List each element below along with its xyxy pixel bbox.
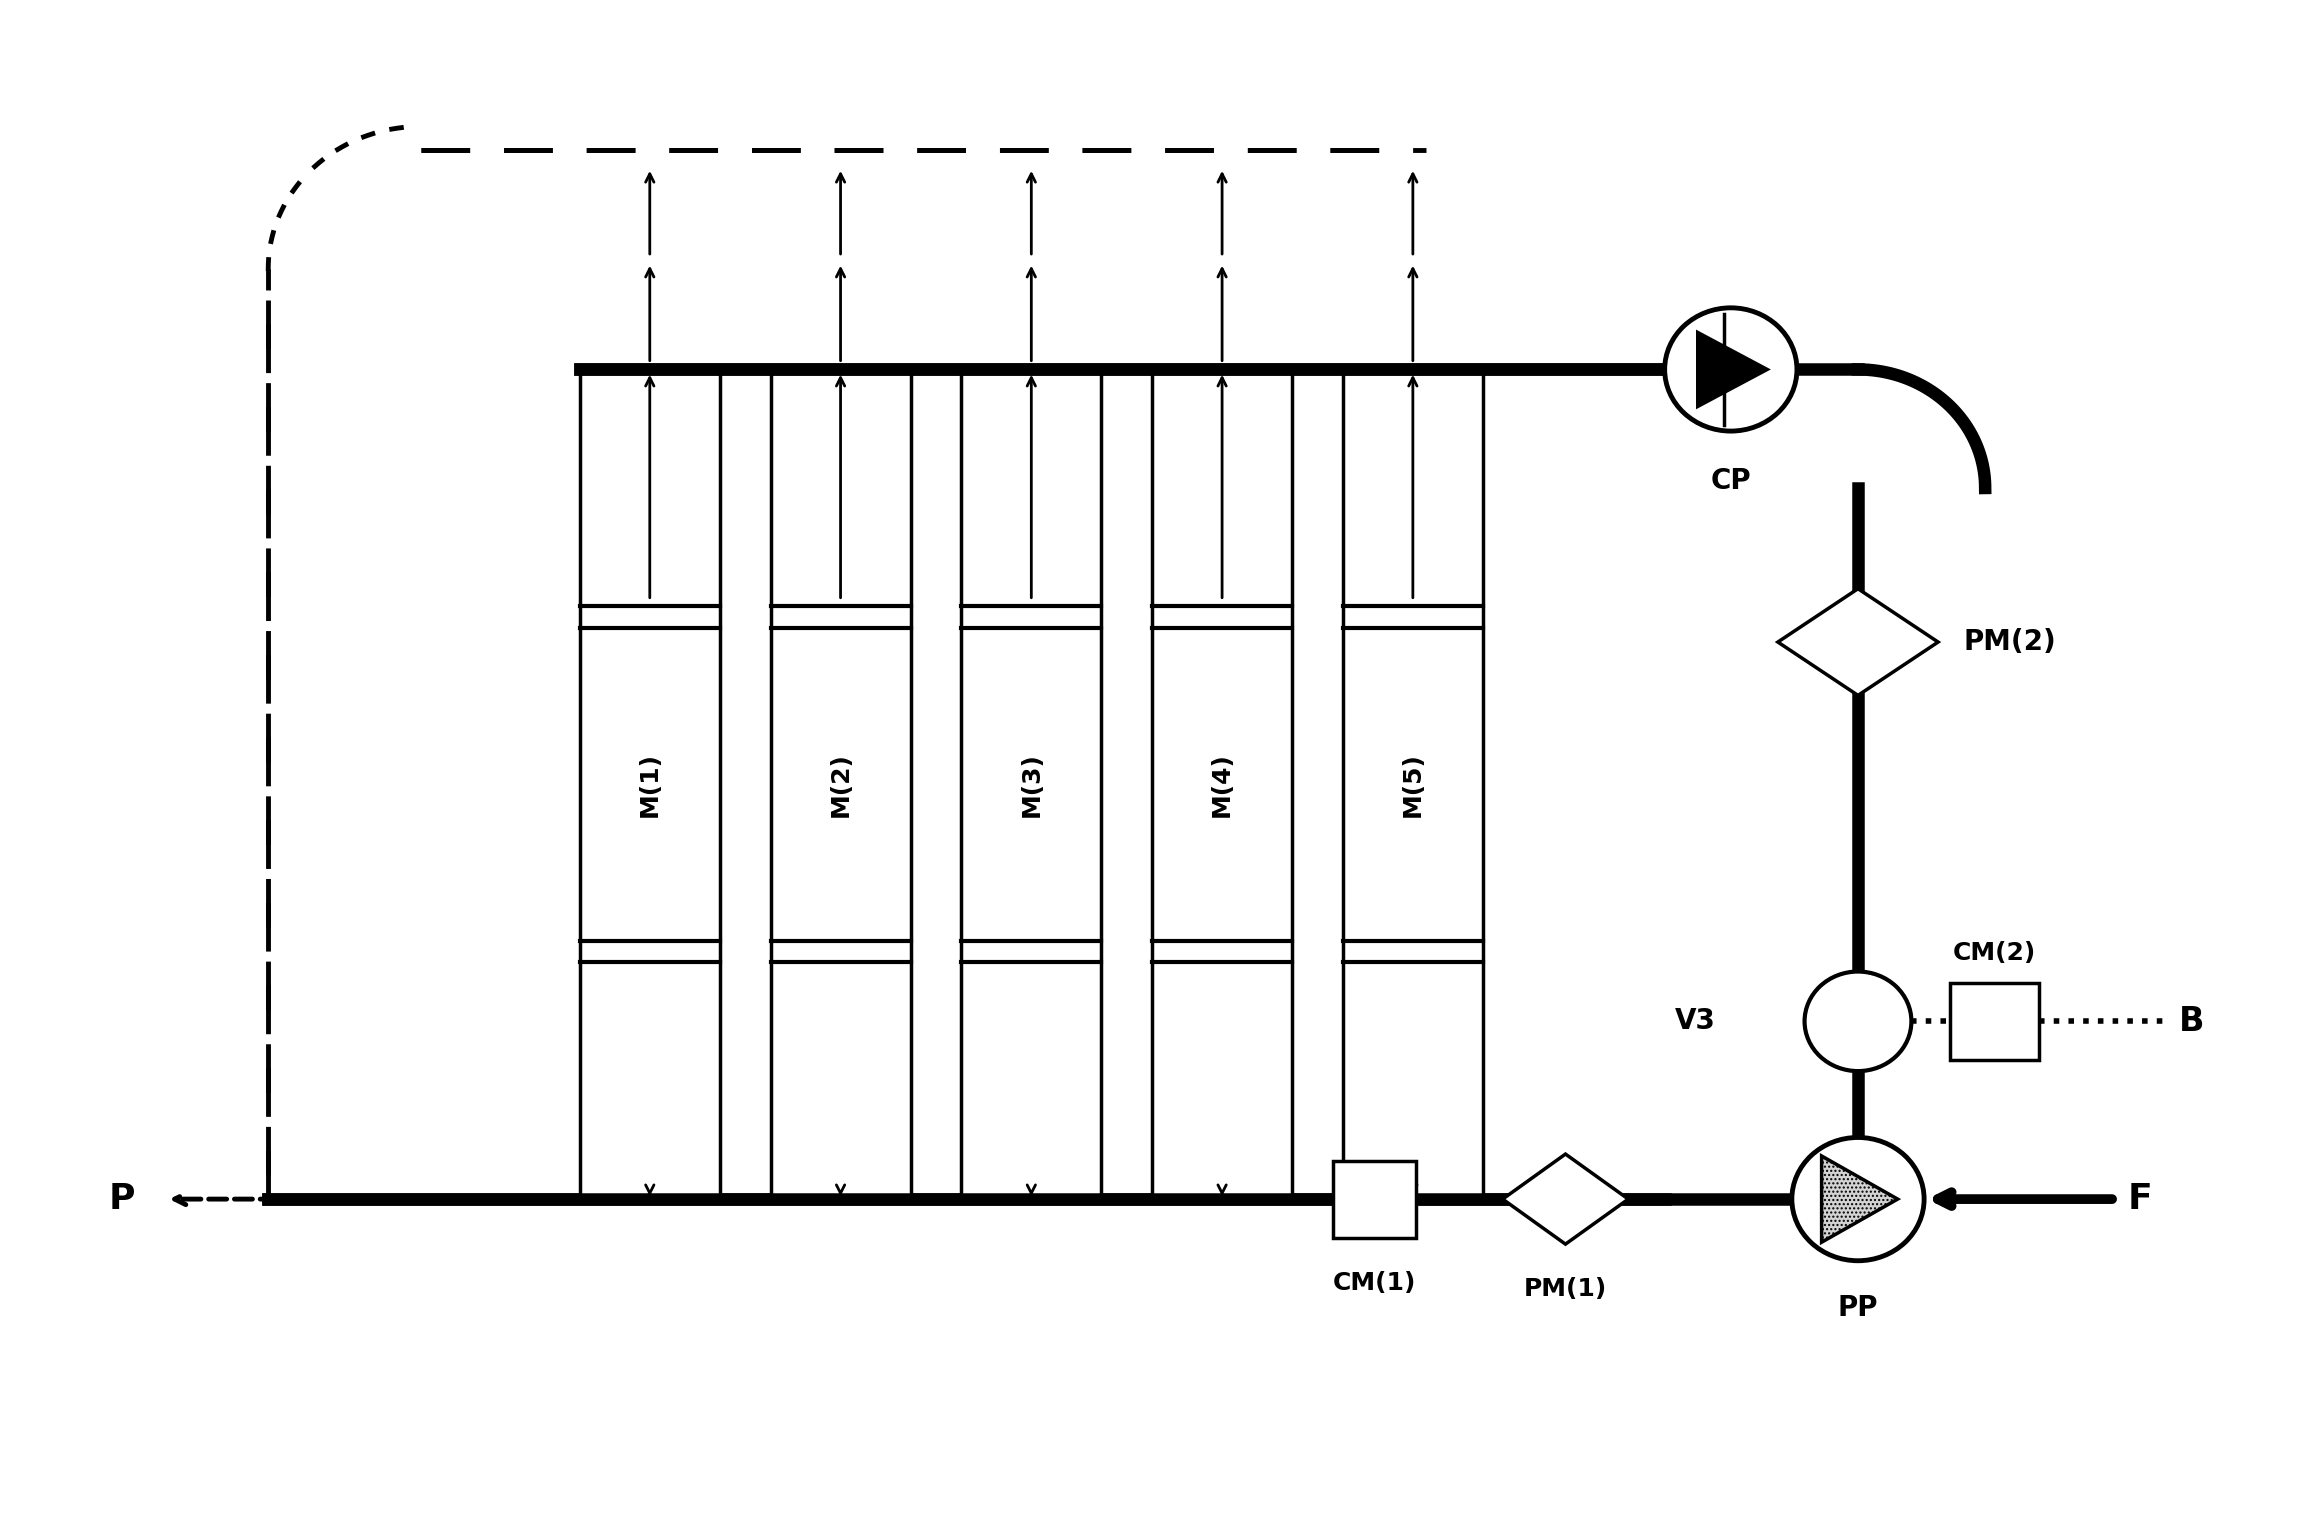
- Circle shape: [1805, 972, 1912, 1072]
- Polygon shape: [1777, 589, 1937, 696]
- Text: PP: PP: [1837, 1294, 1879, 1321]
- Circle shape: [1664, 308, 1798, 431]
- Bar: [579, 369, 721, 1199]
- Text: PM(2): PM(2): [1962, 629, 2055, 656]
- Text: CM(1): CM(1): [1332, 1271, 1416, 1295]
- Text: V3: V3: [1675, 1007, 1715, 1035]
- Bar: [1332, 1160, 1416, 1237]
- Polygon shape: [1504, 1154, 1629, 1245]
- Text: M(5): M(5): [1402, 751, 1425, 817]
- Text: P: P: [109, 1182, 134, 1216]
- Text: M(2): M(2): [829, 751, 853, 817]
- Text: PM(1): PM(1): [1525, 1277, 1608, 1302]
- Text: M(4): M(4): [1209, 751, 1235, 817]
- Polygon shape: [1821, 1156, 1898, 1242]
- Bar: [1344, 369, 1483, 1199]
- Bar: [772, 369, 911, 1199]
- Bar: [1949, 983, 2039, 1059]
- Text: M(1): M(1): [637, 751, 663, 817]
- Text: F: F: [2127, 1182, 2152, 1216]
- Bar: [962, 369, 1101, 1199]
- Circle shape: [1791, 1137, 1923, 1260]
- Polygon shape: [1698, 333, 1768, 406]
- Text: M(3): M(3): [1019, 751, 1043, 817]
- Text: B: B: [2178, 1004, 2203, 1038]
- Text: CM(2): CM(2): [1953, 941, 2037, 964]
- Bar: [1152, 369, 1293, 1199]
- Text: CP: CP: [1710, 466, 1752, 495]
